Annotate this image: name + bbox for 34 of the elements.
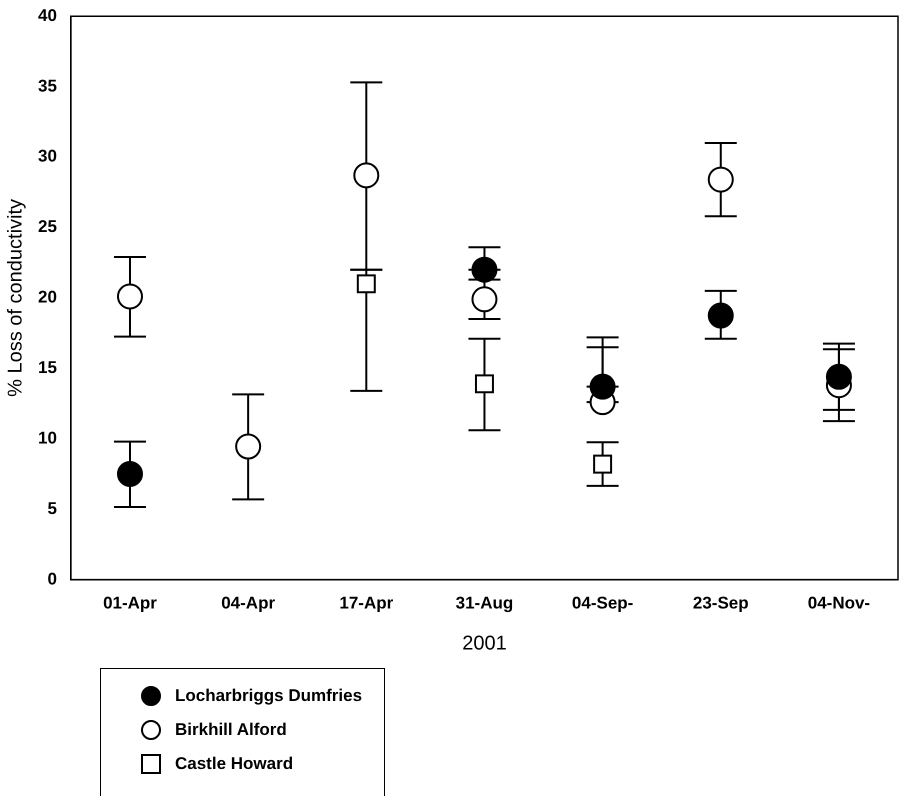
y-tick-label: 30	[38, 146, 57, 166]
point	[474, 374, 494, 394]
y-tick-label: 15	[38, 358, 57, 378]
x-tick-label: 04-Nov-	[808, 593, 870, 612]
x-axis-title: 2001	[462, 632, 507, 655]
x-tick-label: 04-Sep-	[572, 593, 634, 612]
point	[471, 256, 498, 283]
point	[708, 166, 734, 193]
x-tick-label: 31-Aug	[456, 593, 514, 612]
y-tick-label: 25	[38, 217, 57, 236]
x-tick-label: 01-Apr	[103, 593, 158, 612]
y-tick-label: 20	[38, 288, 57, 307]
point	[356, 274, 376, 294]
y-tick-label: 5	[47, 498, 57, 518]
point	[235, 433, 262, 460]
y-tick-label: 10	[38, 428, 57, 448]
point	[116, 460, 143, 487]
point	[826, 364, 852, 390]
y-axis-title: % Loss of conductivity	[4, 198, 27, 397]
point	[590, 374, 616, 400]
legend-label: Birkhill Alford	[175, 720, 287, 740]
point	[708, 302, 734, 329]
x-tick-label: 04-Apr	[221, 593, 276, 612]
point	[593, 454, 612, 474]
point	[471, 286, 498, 312]
x-tick-label: 17-Apr	[339, 593, 394, 612]
y-tick-label: 40	[38, 6, 57, 25]
x-tick-label: 23-Sep	[692, 593, 749, 612]
y-tick-label: 35	[38, 76, 57, 96]
legend-label: Castle Howard	[175, 754, 294, 774]
point	[116, 283, 143, 310]
y-tick-label: 0	[47, 569, 57, 588]
legend-label: Locharbriggs Dumfries	[175, 686, 362, 706]
point	[353, 162, 380, 188]
